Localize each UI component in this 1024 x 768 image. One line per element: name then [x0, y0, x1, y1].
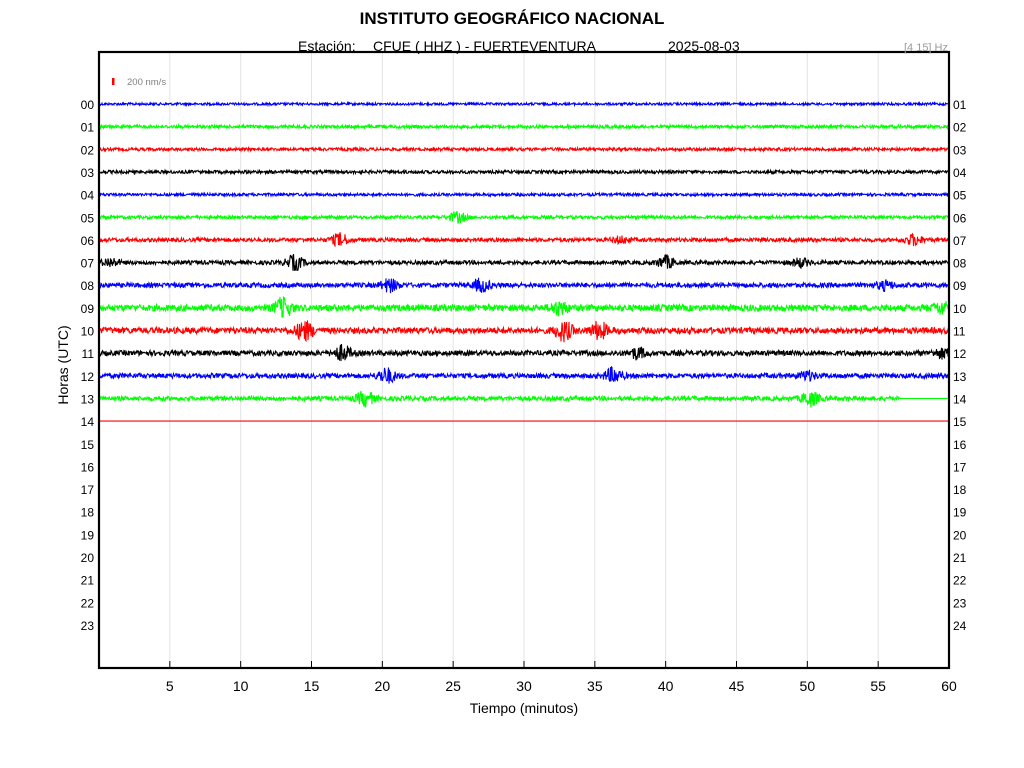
- y-tick-label-right: 05: [953, 189, 967, 203]
- x-tick-label: 25: [445, 678, 461, 694]
- y-tick-label-left: 04: [81, 189, 95, 203]
- y-tick-label-right: 19: [953, 506, 967, 520]
- y-tick-label-left: 13: [81, 392, 95, 406]
- y-tick-labels-left: 00 01 02 03 04 05 06 07 08 09 10 11 12 13 14 15 16 17 18 19…: [81, 98, 95, 633]
- y-tick-label-right: 03: [953, 143, 967, 157]
- y-tick-label-right: 16: [953, 438, 967, 452]
- trace-hour-01: [98, 122, 950, 131]
- x-tick-label: 60: [941, 678, 957, 694]
- x-tick-label: 5: [166, 678, 174, 694]
- trace-hour-09: [98, 296, 950, 318]
- trace-hour-06: [98, 232, 950, 248]
- trace-hour-05: [98, 210, 950, 224]
- x-tick-label: 15: [304, 678, 320, 694]
- trace-hour-00: [98, 100, 950, 108]
- y-tick-label-right: 12: [953, 347, 967, 361]
- y-tick-label-left: 05: [81, 211, 95, 225]
- y-tick-label-left: 09: [81, 302, 95, 316]
- trace-hour-11: [98, 344, 950, 362]
- trace-hour-03: [98, 168, 950, 176]
- y-tick-label-right: 11: [953, 325, 966, 339]
- station-name: CFUE ( HHZ ) - FUERTEVENTURA: [373, 38, 596, 54]
- y-tick-label-left: 16: [81, 460, 95, 474]
- y-tick-label-right: 01: [953, 98, 967, 112]
- y-tick-label-left: 14: [81, 415, 95, 429]
- y-tick-label-right: 18: [953, 483, 967, 497]
- y-tick-label-left: 11: [82, 347, 95, 361]
- y-tick-label-left: 07: [81, 257, 95, 271]
- trace-hour-10: [98, 320, 950, 343]
- trace-hour-08: [98, 277, 950, 294]
- y-tick-label-left: 17: [81, 483, 95, 497]
- x-tick-labels: 5 10 15 20 25 30 35 40 45 50 55 60: [166, 678, 957, 694]
- y-tick-label-left: 21: [81, 574, 95, 588]
- x-tick-label: 45: [729, 678, 745, 694]
- y-tick-label-left: 00: [81, 98, 95, 112]
- y-tick-label-right: 08: [953, 257, 967, 271]
- y-tick-label-right: 07: [953, 234, 967, 248]
- trace-hour-12: [98, 365, 950, 384]
- y-tick-label-left: 15: [81, 438, 95, 452]
- y-tick-label-left: 12: [81, 370, 95, 384]
- x-tick-label: 50: [800, 678, 816, 694]
- y-tick-label-left: 20: [81, 551, 95, 565]
- y-tick-label-left: 10: [81, 325, 95, 339]
- figure-title: INSTITUTO GEOGRÁFICO NACIONAL: [359, 9, 665, 28]
- y-tick-label-left: 19: [81, 528, 95, 542]
- filter-band: [4 15] Hz: [903, 42, 948, 54]
- y-tick-label-left: 01: [81, 121, 95, 135]
- grid-lines: [169, 52, 879, 668]
- y-tick-label-left: 18: [81, 506, 95, 520]
- record-date: 2025-08-03: [668, 38, 740, 54]
- y-tick-label-right: 23: [953, 596, 967, 610]
- x-tick-marks: [169, 661, 950, 668]
- scale-bar: [112, 78, 115, 85]
- y-tick-label-left: 22: [81, 596, 95, 610]
- seismic-traces: [98, 100, 950, 422]
- y-tick-label-right: 24: [953, 619, 967, 633]
- y-tick-label-left: 02: [81, 143, 95, 157]
- y-tick-label-right: 10: [953, 302, 967, 316]
- trace-hour-04: [98, 191, 950, 199]
- trace-hour-07: [98, 253, 950, 272]
- y-tick-label-left: 03: [81, 166, 95, 180]
- y-tick-label-right: 20: [953, 528, 967, 542]
- x-tick-label: 55: [870, 678, 886, 694]
- trace-hour-02: [98, 145, 950, 153]
- x-axis-label: Tiempo (minutos): [469, 700, 579, 716]
- trace-hour-13: [98, 390, 900, 408]
- x-tick-label: 30: [516, 678, 532, 694]
- y-tick-label-right: 21: [953, 551, 967, 565]
- y-tick-label-left: 23: [81, 619, 95, 633]
- y-tick-label-right: 04: [953, 166, 967, 180]
- y-tick-label-right: 17: [953, 460, 967, 474]
- y-axis-label: Horas (UTC): [55, 325, 71, 405]
- y-tick-label-right: 14: [953, 392, 967, 406]
- y-tick-label-right: 02: [953, 121, 967, 135]
- y-tick-label-right: 09: [953, 279, 967, 293]
- x-tick-label: 35: [587, 678, 603, 694]
- x-tick-label: 40: [658, 678, 674, 694]
- y-tick-label-right: 06: [953, 211, 967, 225]
- x-tick-label: 20: [375, 678, 391, 694]
- y-tick-labels-right: 01 02 03 04 05 06 07 08 09 10 11 12 13 14 15 16 17 18 19 20…: [953, 98, 967, 633]
- x-tick-label: 10: [233, 678, 249, 694]
- y-tick-label-right: 22: [953, 574, 967, 588]
- y-tick-label-left: 06: [81, 234, 95, 248]
- y-tick-label-left: 08: [81, 279, 95, 293]
- station-prefix: Estación:: [298, 38, 356, 54]
- y-tick-label-right: 13: [953, 370, 967, 384]
- y-tick-label-right: 15: [953, 415, 967, 429]
- scale-label: 200 nm/s: [127, 77, 166, 88]
